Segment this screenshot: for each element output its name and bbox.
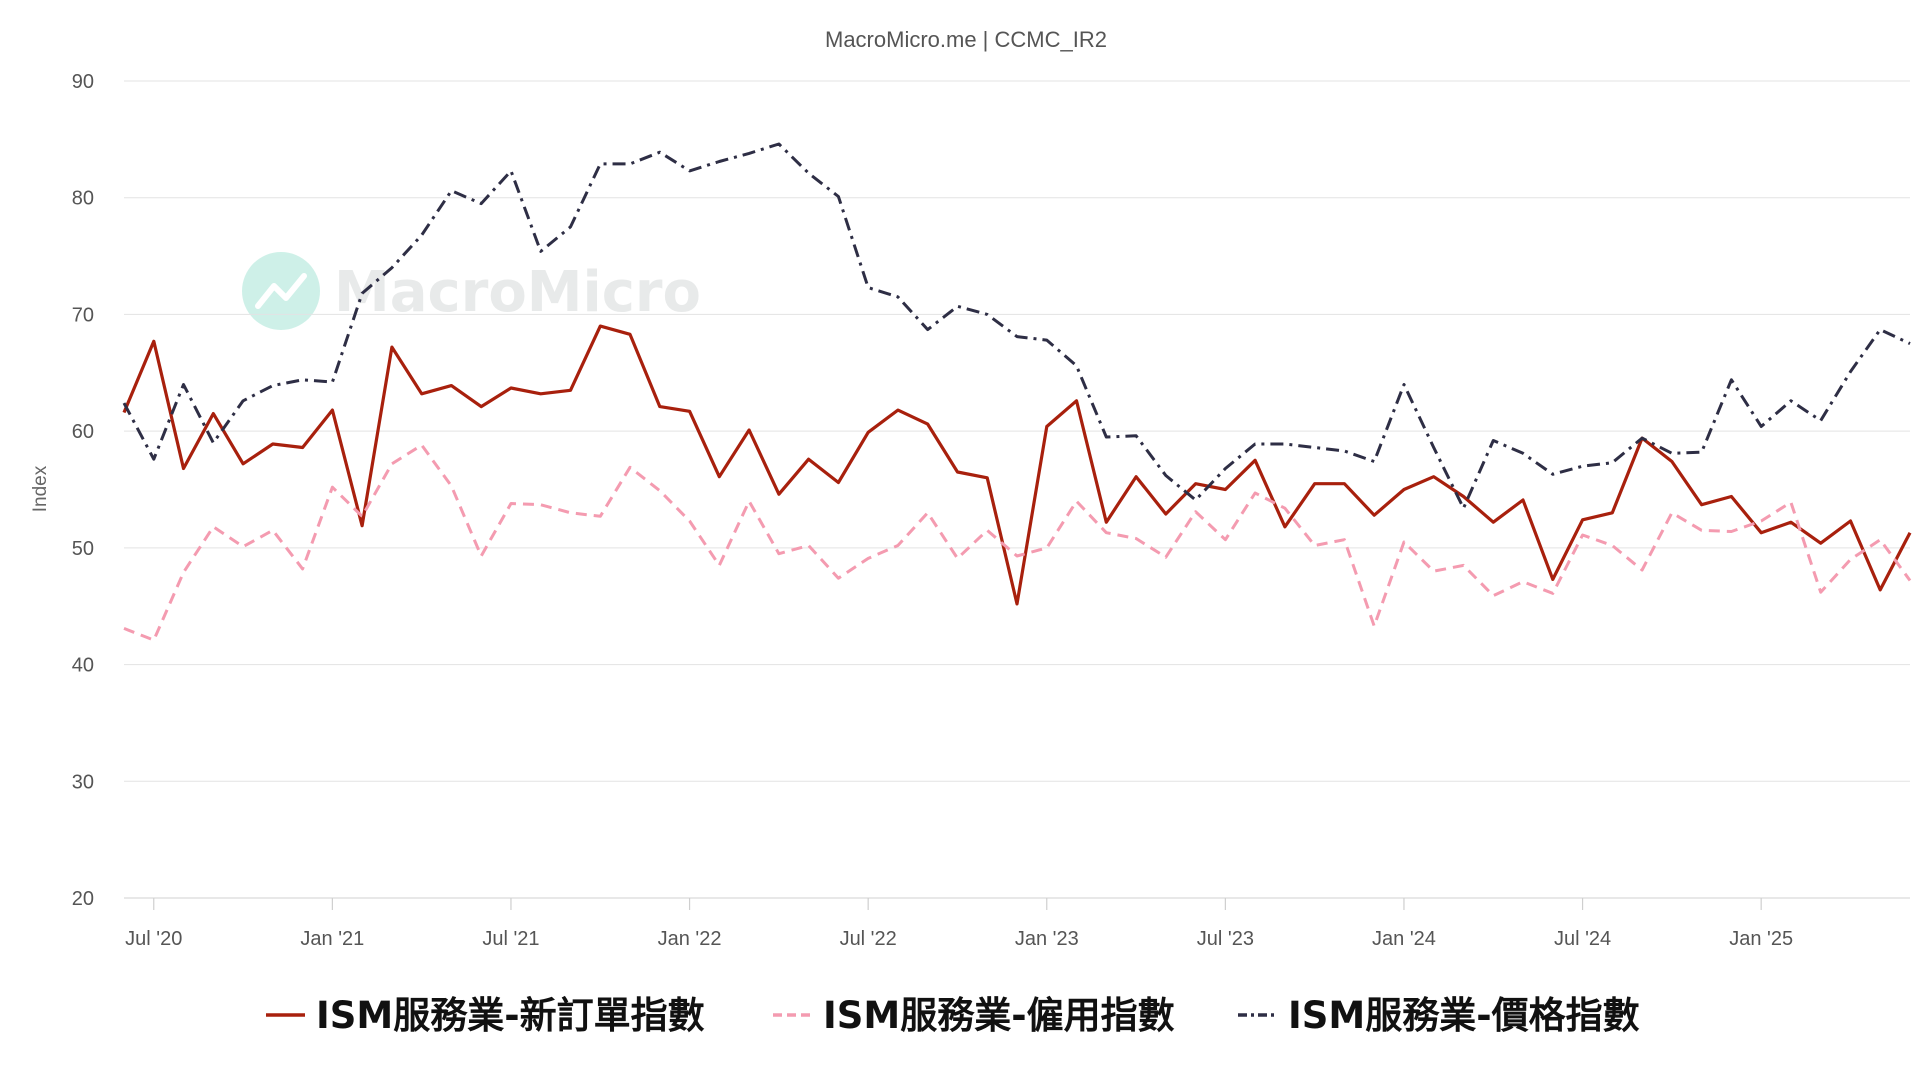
x-axis: Jul '20 Jan '21 Jul '21 Jan '22 Jul '22 Jan '… [124, 897, 1910, 950]
x-tick-label: Jul '24 [1554, 928, 1611, 950]
x-tick-label: Jan '23 [1015, 928, 1079, 950]
chart-title: MacroMicro.me | CCMC_IR2 [825, 27, 1107, 52]
legend-label-2[interactable]: ISM服務業-僱用指數 [823, 994, 1175, 1037]
series-line-3 [122, 142, 1911, 510]
x-tick-label: Jan '22 [658, 928, 722, 950]
y-tick-label: 60 [72, 421, 94, 443]
series-layer [122, 142, 1912, 642]
y-tick-label: 40 [72, 655, 94, 677]
legend-label-1[interactable]: ISM服務業-新訂單指數 [316, 994, 705, 1037]
grid-lines [124, 80, 1910, 899]
y-tick-label: 90 [72, 71, 94, 93]
y-tick-label: 80 [72, 188, 94, 210]
watermark: MacroMicro [242, 252, 701, 330]
y-tick-label: 50 [72, 538, 94, 560]
x-tick-label: Jan '21 [300, 928, 364, 950]
x-tick-label: Jul '20 [125, 928, 182, 950]
x-tick-label: Jan '24 [1372, 928, 1436, 950]
watermark-logo-chart-icon [255, 273, 307, 309]
y-tick-label: 20 [72, 888, 94, 910]
x-tick-label: Jan '25 [1729, 928, 1793, 950]
y-tick-label: 70 [72, 304, 94, 326]
legend-label-3[interactable]: ISM服務業-價格指數 [1288, 994, 1640, 1037]
y-axis-title: Index [30, 465, 51, 512]
legend: ISM服務業-新訂單指數 ISM服務業-僱用指數 ISM服務業-價格指數 [266, 994, 1640, 1037]
x-tick-label: Jul '22 [840, 928, 897, 950]
series-line-1 [122, 324, 1912, 606]
y-axis-ticks: 20 30 40 50 60 70 80 90 [72, 71, 94, 910]
series-line-2 [123, 443, 1912, 642]
y-tick-label: 30 [72, 771, 94, 793]
x-tick-label: Jul '21 [482, 928, 539, 950]
x-tick-label: Jul '23 [1197, 928, 1254, 950]
